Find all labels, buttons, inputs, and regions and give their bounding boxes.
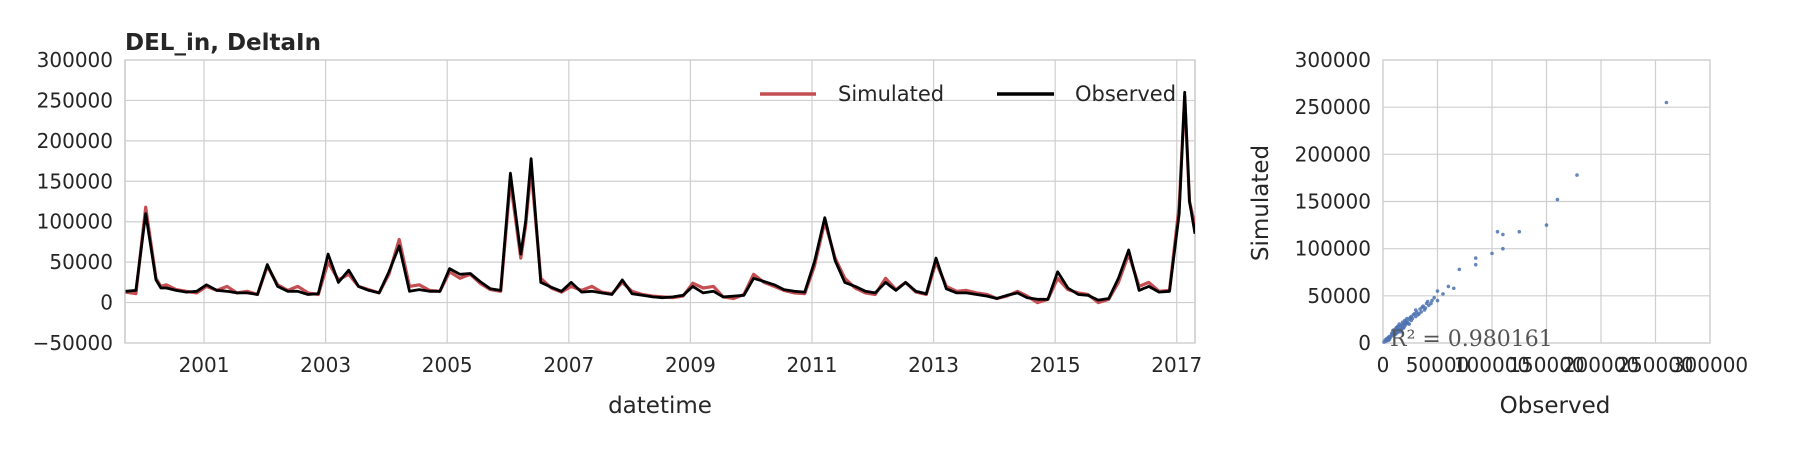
timeseries-x-tick-label: 2005 [422,353,473,377]
scatter-point [1555,197,1560,202]
scatter-y-tick-label: 150000 [1295,190,1371,214]
timeseries-x-tick-label: 2007 [543,353,594,377]
scatter-point [1501,246,1505,251]
timeseries-x-axis-label: datetime [608,393,712,419]
scatter-x-tick-label: 100000 [1454,353,1530,377]
scatter-point [1473,256,1478,260]
legend-label-observed: Observed [1075,82,1176,106]
scatter-point [1432,295,1436,300]
r-squared-annotation: R² = 0.980161 [1390,327,1553,352]
timeseries-y-tick-label: 300000 [37,48,113,72]
scatter-point [1394,331,1398,336]
scatter-x-tick-label: 300000 [1672,353,1748,377]
scatter-point [1452,286,1456,291]
scatter-point [1429,301,1433,306]
timeseries-y-tick-label: 50000 [49,250,113,274]
scatter-point [1406,321,1410,326]
timeseries-y-tick-label: 0 [100,291,113,315]
scatter-point [1387,337,1392,342]
timeseries-x-tick-label: 2009 [665,353,716,377]
timeseries-x-tick-label: 2017 [1151,353,1202,377]
scatter-point [1435,289,1440,293]
scatter-x-tick-label: 150000 [1508,353,1584,377]
scatter-point [1396,328,1401,332]
legend-label-simulated: Simulated [838,82,944,106]
scatter-point [1398,324,1403,328]
timeseries-y-tick-label: 200000 [37,129,113,153]
scatter-point [1575,173,1579,177]
scatter-point [1490,251,1494,256]
scatter-point [1417,312,1421,316]
scatter-point [1401,326,1406,330]
scatter-point [1423,306,1428,310]
scatter-x-tick-label: 250000 [1617,353,1693,377]
scatter-point [1425,299,1430,304]
timeseries-y-tick-label: 150000 [37,169,113,193]
scatter-point [1435,298,1440,303]
timeseries-y-tick-labels: −50000 0 50000 100000 150000 200000 250000 3000… [33,48,113,355]
scatter-point [1501,232,1505,237]
timeseries-y-tick-label: 250000 [37,88,113,112]
scatter-point [1446,284,1451,289]
timeseries-legend: Simulated Observed [760,82,1176,106]
scatter-point [1495,229,1500,234]
timeseries-lines [125,90,1195,305]
series-line-observed [125,90,1195,302]
scatter-point [1391,329,1395,334]
scatter-point [1473,262,1478,267]
timeseries-x-tick-label: 2013 [908,353,959,377]
scatter-x-tick-label: 200000 [1563,353,1639,377]
scatter-point [1544,223,1549,227]
timeseries-x-tick-label: 2001 [179,353,230,377]
scatter-y-tick-label: 300000 [1295,48,1371,72]
scatter-y-axis-label: Simulated [1248,145,1274,261]
timeseries-y-tick-label: 100000 [37,210,113,234]
scatter-points [1382,100,1669,344]
scatter-y-tick-label: 200000 [1295,142,1371,166]
timeseries-title: DEL_in, DeltaIn [125,30,321,56]
scatter-point [1410,316,1415,321]
scatter-point [1517,229,1522,234]
scatter-x-tick-label: 50000 [1406,353,1470,377]
scatter-point [1441,292,1445,296]
scatter-y-tick-label: 250000 [1295,95,1371,119]
timeseries-x-tick-label: 2003 [300,353,351,377]
scatter-point [1418,307,1422,311]
timeseries-x-tick-label: 2011 [787,353,838,377]
scatter-y-tick-label: 100000 [1295,237,1371,261]
timeseries-y-tick-label: −50000 [33,331,113,355]
scatter-x-axis-label: Observed [1500,393,1611,419]
scatter-point [1664,100,1669,105]
scatter-point [1430,298,1434,303]
scatter-y-tick-labels: 0 50000 100000 150000 200000 250000 300000 [1295,48,1371,355]
timeseries-gridlines [125,59,1195,344]
timeseries-x-tick-label: 2015 [1030,353,1081,377]
scatter-point [1395,325,1399,329]
scatter-x-tick-label: 0 [1377,353,1390,377]
scatter-y-tick-label: 0 [1358,331,1371,355]
scatter-gridlines [1382,59,1711,344]
timeseries-panel: −50000 0 50000 100000 150000 200000 250000 3000… [33,30,1203,419]
scatter-y-tick-label: 50000 [1307,284,1371,308]
scatter-point [1457,267,1462,272]
scatter-point [1407,317,1411,322]
timeseries-x-tick-labels: 2001 2003 2005 2007 2009 2011 2013 2015 2017 [179,353,1203,377]
